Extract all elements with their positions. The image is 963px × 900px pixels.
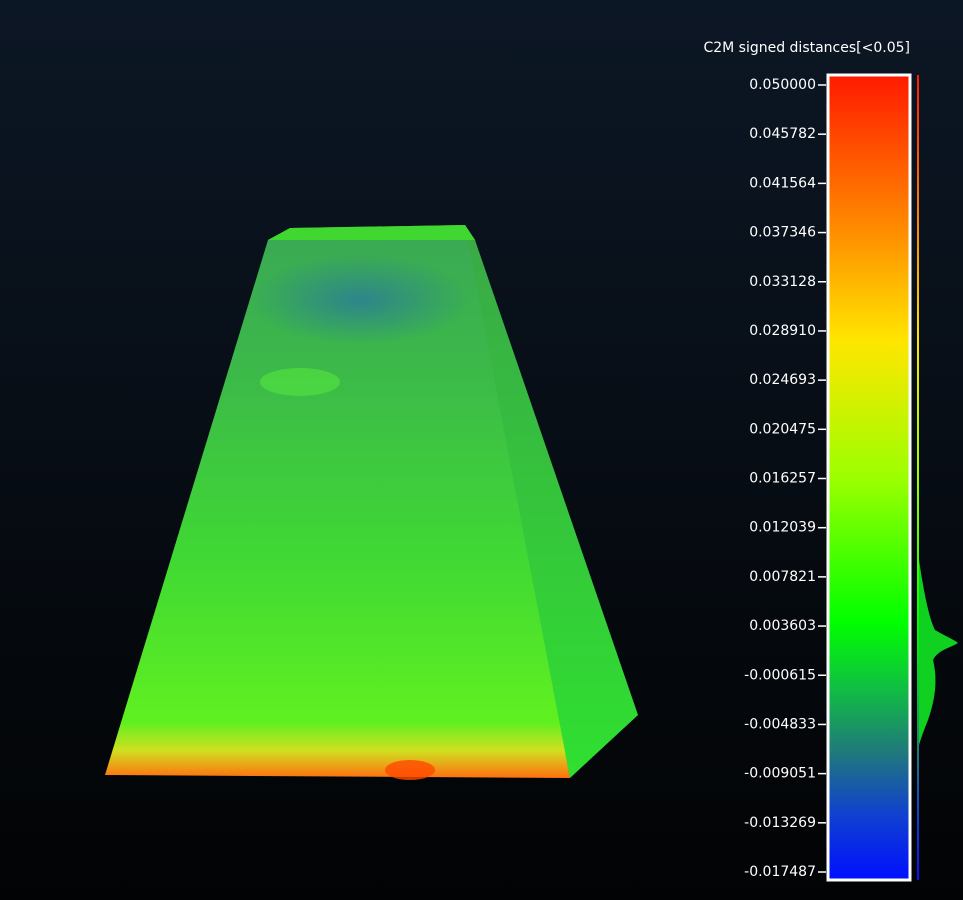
scale-label: 0.012039	[749, 520, 816, 536]
scale-label: -0.009051	[744, 766, 816, 782]
scale-label: 0.016257	[749, 471, 816, 487]
scale-label: 0.024693	[749, 372, 816, 388]
scale-label: 0.045782	[749, 126, 816, 142]
scale-label: -0.017487	[744, 864, 816, 880]
scale-label: 0.007821	[749, 569, 816, 585]
scale-label: 0.028910	[749, 323, 816, 339]
scale-label: 0.003603	[749, 618, 816, 634]
deviation-patch	[260, 368, 340, 396]
scale-label: -0.000615	[744, 667, 816, 683]
scale-label: -0.004833	[744, 716, 816, 732]
histogram-axis	[917, 75, 919, 880]
color-scale	[828, 75, 910, 880]
scale-label: 0.050000	[749, 77, 816, 93]
scale-label: 0.041564	[749, 175, 816, 191]
3d-viewport: C2M signed distances[<0.05] 0.050000 0.04…	[0, 0, 963, 900]
scale-title: C2M signed distances[<0.05]	[703, 40, 910, 56]
page: {"viewer": {"scale_title": "C2M signed d…	[0, 0, 963, 900]
deviation-patch	[250, 255, 470, 345]
scale-label: 0.033128	[749, 274, 816, 290]
scale-label: -0.013269	[744, 815, 816, 831]
scale-label: 0.020475	[749, 421, 816, 437]
deviation-patch	[385, 760, 435, 780]
scale-label: 0.037346	[749, 225, 816, 241]
